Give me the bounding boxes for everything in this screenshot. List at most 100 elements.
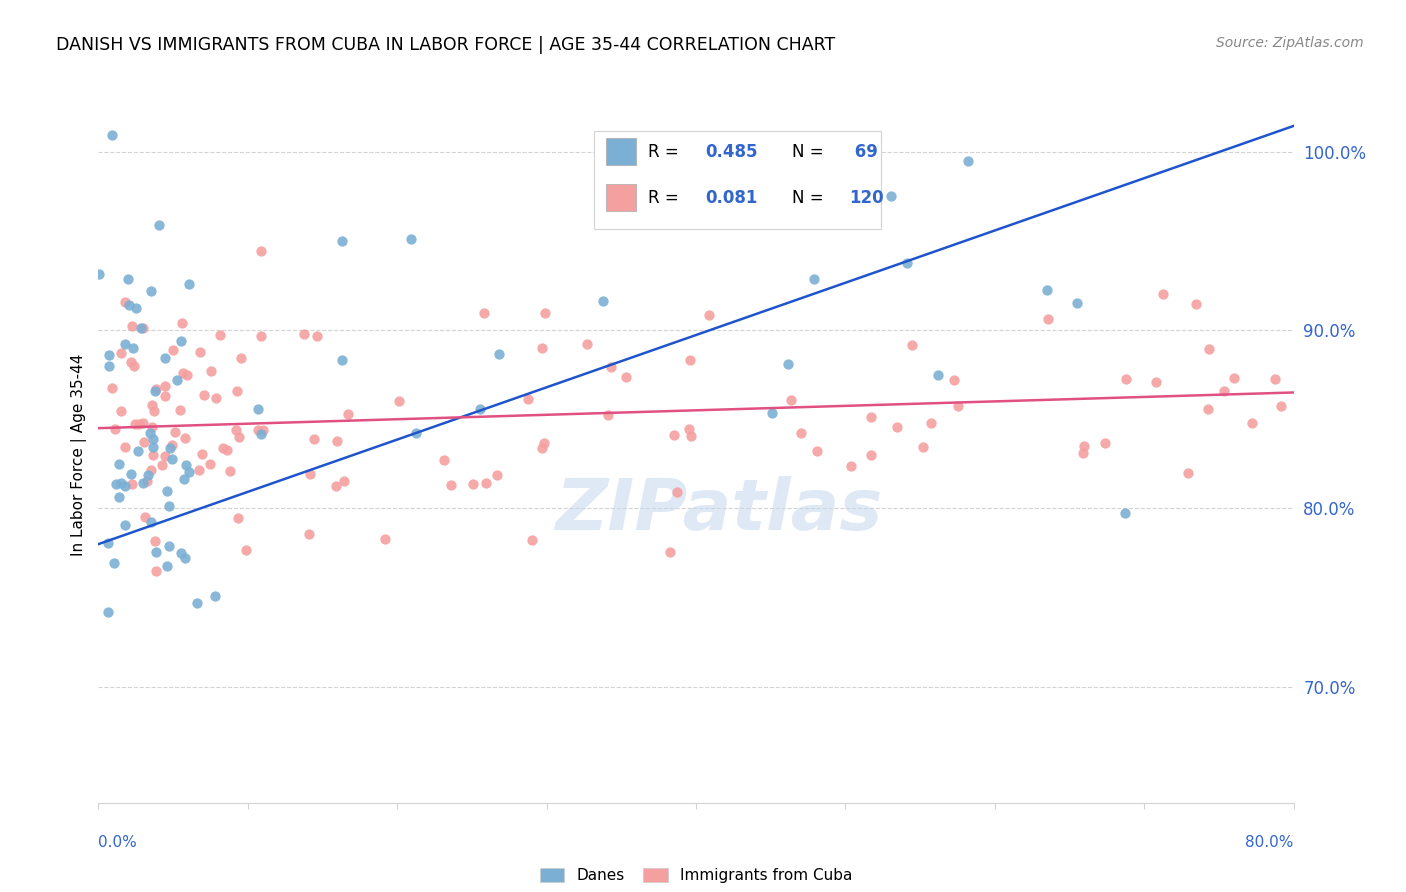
Point — [156, 484, 179, 499]
Point — [156, 559, 179, 574]
Point — [155, 389, 177, 403]
Point — [330, 352, 353, 367]
Point — [1035, 283, 1057, 297]
Text: 120: 120 — [849, 188, 883, 207]
Point — [598, 408, 620, 422]
Point — [122, 341, 145, 355]
Point — [1073, 439, 1095, 453]
Point — [141, 420, 163, 434]
Point — [157, 539, 180, 553]
Point — [1066, 295, 1088, 310]
Point — [859, 448, 882, 462]
Point — [886, 420, 908, 434]
Text: 0.081: 0.081 — [706, 188, 758, 207]
Point — [292, 327, 315, 342]
Point — [664, 427, 686, 442]
Point — [138, 467, 160, 482]
Point — [204, 391, 226, 405]
Point — [142, 440, 165, 454]
Point — [190, 447, 212, 461]
Point — [97, 359, 120, 374]
Point — [211, 441, 233, 455]
Point — [186, 597, 208, 611]
Point — [177, 465, 200, 479]
Point — [142, 448, 165, 462]
Text: DANISH VS IMMIGRANTS FROM CUBA IN LABOR FORCE | AGE 35-44 CORRELATION CHART: DANISH VS IMMIGRANTS FROM CUBA IN LABOR … — [56, 36, 835, 54]
Text: 0.485: 0.485 — [706, 143, 758, 161]
Point — [1071, 446, 1094, 460]
Point — [920, 417, 942, 431]
Point — [533, 435, 555, 450]
Point — [614, 370, 637, 384]
Point — [911, 440, 934, 454]
Point — [228, 430, 250, 444]
Point — [326, 434, 349, 449]
Point — [97, 348, 120, 362]
Point — [114, 518, 136, 533]
Point — [150, 458, 173, 472]
Point — [927, 368, 949, 383]
Point — [134, 510, 156, 524]
Point — [193, 388, 215, 402]
Point — [600, 359, 623, 374]
Point — [399, 232, 422, 246]
Point — [188, 345, 211, 359]
Point — [145, 384, 167, 398]
Point — [860, 410, 883, 425]
Point — [131, 320, 153, 334]
Point — [225, 423, 247, 437]
Point — [1223, 371, 1246, 385]
Point — [678, 422, 700, 436]
Point — [776, 357, 799, 371]
Point — [388, 393, 411, 408]
Text: R =: R = — [648, 143, 685, 161]
Point — [172, 367, 194, 381]
Point — [104, 422, 127, 436]
Point — [174, 431, 197, 445]
Point — [806, 444, 828, 458]
Point — [474, 476, 496, 491]
Point — [97, 605, 120, 619]
Point — [118, 298, 141, 312]
Point — [790, 425, 813, 440]
Point — [1115, 372, 1137, 386]
Point — [176, 368, 198, 383]
Point — [173, 551, 195, 566]
Point — [132, 416, 155, 430]
Point — [780, 392, 803, 407]
Point — [1198, 342, 1220, 356]
Point — [643, 213, 665, 227]
Point — [174, 458, 197, 472]
Point — [252, 423, 274, 437]
Point — [880, 189, 903, 203]
Legend: Danes, Immigrants from Cuba: Danes, Immigrants from Cuba — [534, 862, 858, 889]
Point — [132, 435, 155, 450]
Point — [208, 328, 231, 343]
Point — [131, 476, 153, 491]
Point — [1213, 384, 1236, 398]
Point — [121, 319, 143, 334]
Point — [110, 346, 132, 360]
Point — [142, 432, 165, 446]
Point — [166, 374, 188, 388]
Point — [128, 417, 150, 432]
Point — [124, 417, 146, 431]
Point — [121, 477, 143, 491]
Point — [120, 355, 142, 369]
Point — [1270, 399, 1292, 413]
Point — [1114, 506, 1136, 520]
Point — [169, 403, 191, 417]
Point — [332, 474, 354, 488]
Text: 69: 69 — [849, 143, 877, 161]
Point — [101, 128, 124, 142]
Point — [103, 556, 125, 570]
FancyBboxPatch shape — [595, 131, 882, 229]
Point — [839, 458, 862, 473]
Point — [110, 475, 132, 490]
Point — [157, 500, 180, 514]
Point — [219, 464, 242, 478]
Point — [187, 463, 209, 477]
Point — [139, 426, 162, 441]
Point — [120, 467, 142, 482]
Point — [132, 321, 155, 335]
